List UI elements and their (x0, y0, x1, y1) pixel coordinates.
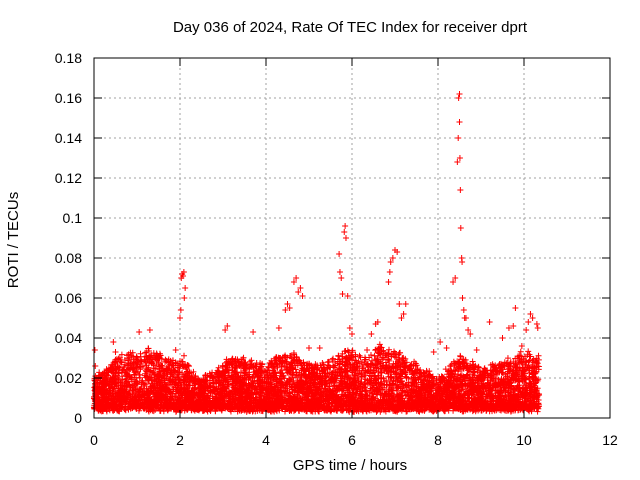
background-point (367, 387, 374, 394)
background-point (366, 354, 373, 361)
background-point (386, 346, 393, 353)
background-point (181, 352, 188, 359)
background-point (226, 360, 233, 367)
background-point (525, 348, 532, 355)
background-point (118, 351, 125, 358)
background-point (325, 374, 332, 381)
background-point (290, 349, 297, 356)
background-point (234, 369, 241, 376)
background-point (368, 357, 375, 364)
background-point (347, 361, 354, 368)
background-point (357, 354, 364, 361)
background-point (535, 363, 542, 370)
data-points (91, 91, 542, 415)
background-point (256, 361, 263, 368)
background-point (121, 366, 128, 373)
background-point (134, 379, 141, 386)
background-point (347, 352, 354, 359)
background-point (386, 357, 393, 364)
background-point (387, 374, 394, 381)
background-point (396, 356, 403, 363)
background-point (228, 356, 235, 363)
background-point (285, 370, 292, 377)
background-point (141, 382, 148, 389)
background-point (530, 359, 537, 366)
background-point (206, 377, 213, 384)
background-point (491, 363, 498, 370)
background-point (292, 366, 299, 373)
background-point (145, 345, 152, 352)
background-point (504, 355, 511, 362)
background-point (517, 348, 524, 355)
chart-title: Day 036 of 2024, Rate Of TEC Index for r… (173, 19, 528, 36)
